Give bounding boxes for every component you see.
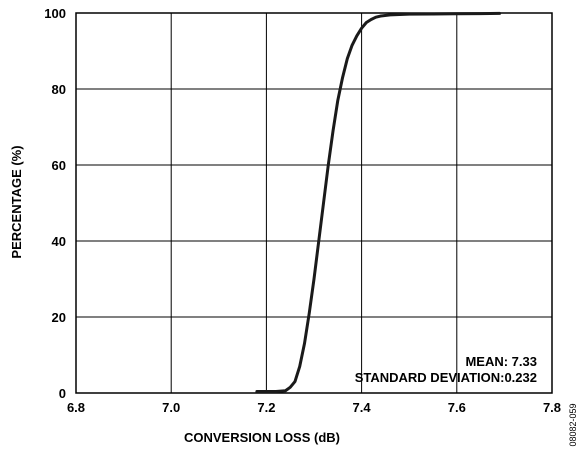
- figure-id: 08082-059: [568, 403, 578, 446]
- x-tick-label: 6.8: [67, 400, 85, 415]
- series-line: [255, 11, 502, 393]
- x-axis-title: CONVERSION LOSS (dB): [184, 430, 340, 445]
- x-tick-label: 7.4: [353, 400, 372, 415]
- x-tick-label: 7.0: [162, 400, 180, 415]
- grid-layer: [75, 12, 553, 394]
- y-tick-label: 40: [52, 234, 66, 249]
- x-tick-label: 7.6: [448, 400, 466, 415]
- y-tick-label: 100: [44, 6, 66, 21]
- x-tick-labels: 6.8 7.0 7.2 7.4 7.6 7.8: [67, 400, 561, 415]
- x-tick-label: 7.8: [543, 400, 561, 415]
- y-axis-title: PERCENTAGE (%): [9, 145, 24, 258]
- y-tick-label: 60: [52, 158, 66, 173]
- annotation-std-dev: STANDARD DEVIATION:0.232: [355, 370, 537, 385]
- plot-frame: [75, 12, 553, 394]
- y-tick-label: 20: [52, 310, 66, 325]
- y-tick-label: 0: [59, 386, 66, 401]
- x-tick-label: 7.2: [257, 400, 275, 415]
- y-tick-labels: 0 20 40 60 80 100: [44, 6, 66, 401]
- y-tick-label: 80: [52, 82, 66, 97]
- annotation-mean: MEAN: 7.33: [465, 354, 537, 369]
